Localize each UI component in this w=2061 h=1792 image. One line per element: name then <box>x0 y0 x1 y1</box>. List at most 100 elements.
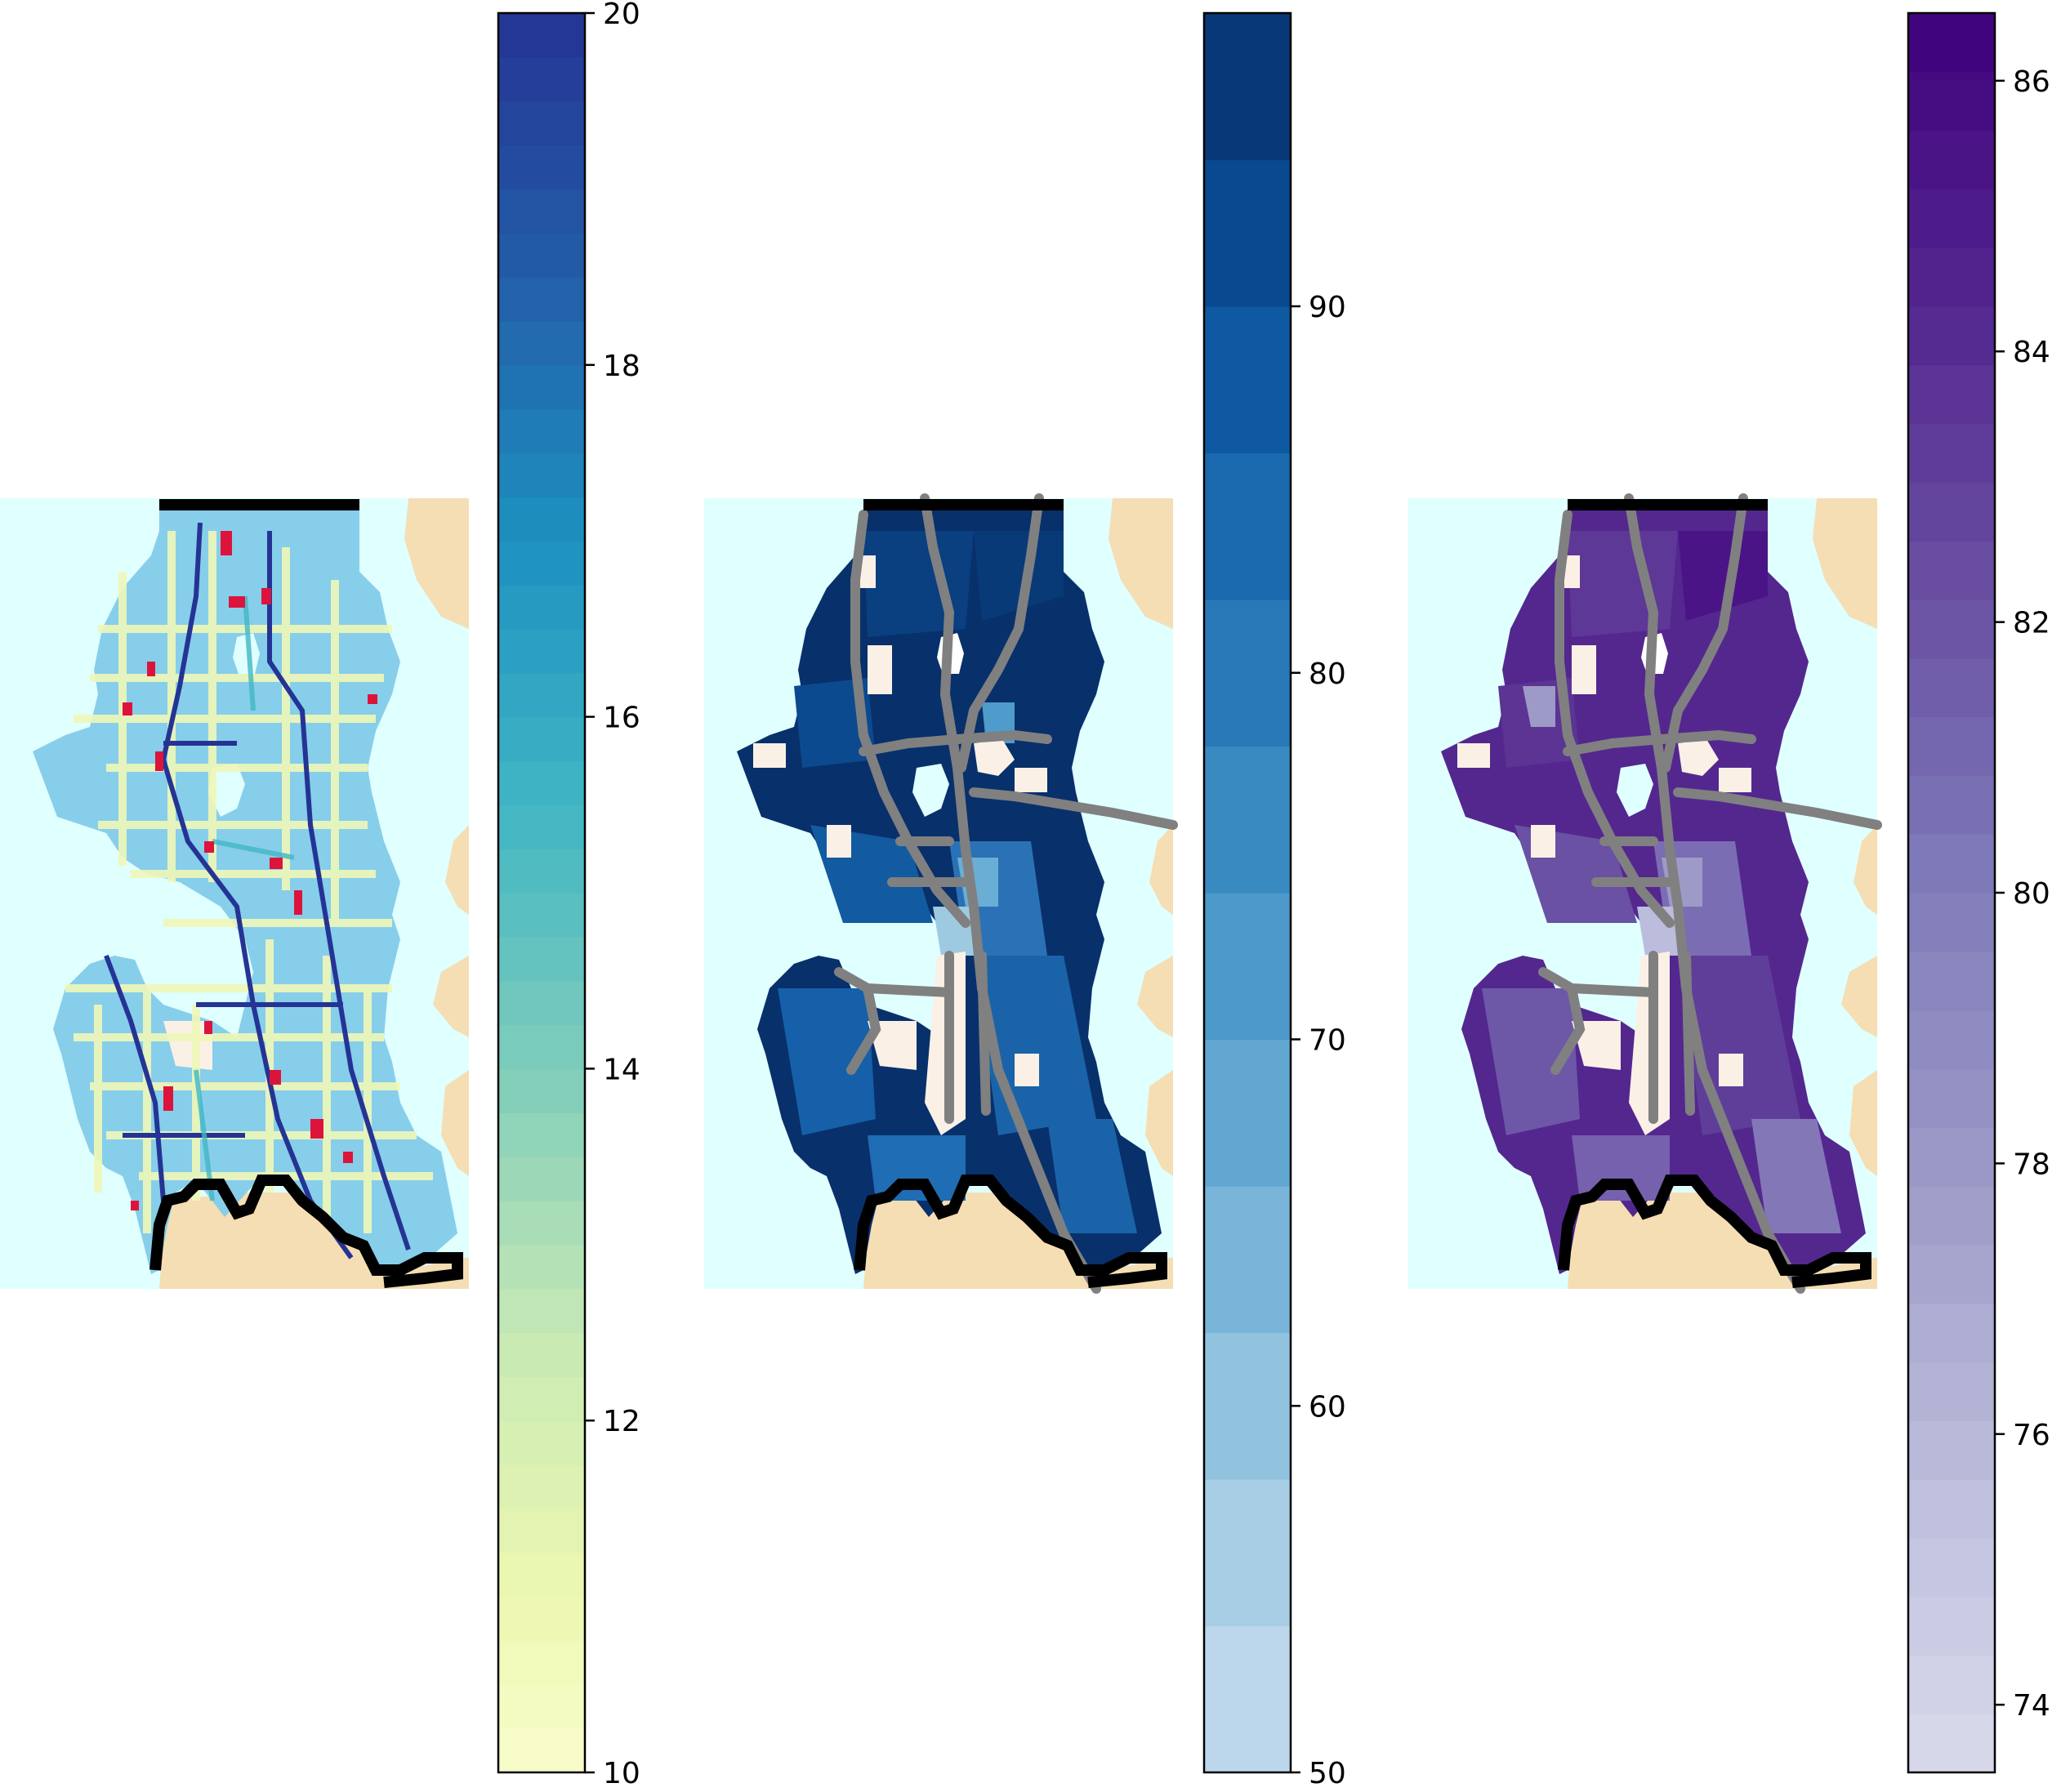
colorbar-segment <box>1908 541 1995 600</box>
colorbar-segment <box>498 189 585 234</box>
colorbar-segment <box>1908 1127 1995 1187</box>
colorbar-segment <box>1908 893 1995 952</box>
colorbar-segment <box>498 716 585 762</box>
colorbar-segment <box>1204 159 1291 307</box>
colorbar-tick-label: 20 <box>603 0 640 31</box>
colorbar-segment <box>498 760 585 805</box>
colorbar-segment <box>1908 1420 1995 1480</box>
colorbar-segment <box>498 1464 585 1509</box>
colorbar-segment <box>1908 834 1995 894</box>
excluded-areas <box>1457 555 1751 1135</box>
colorbar-segment <box>498 1640 585 1685</box>
colorbar-segment <box>498 1068 585 1113</box>
colorbar-segment <box>1908 1714 1995 1773</box>
colorbar-segment <box>1908 1068 1995 1128</box>
colorbar-segment <box>1908 189 1995 248</box>
colorbar-segment <box>1204 452 1291 600</box>
colorbar-segment <box>1204 746 1291 894</box>
colorbar-segment <box>1908 423 1995 483</box>
colorbar-segment <box>498 1288 585 1334</box>
map-middle <box>704 498 1173 1289</box>
colorbar-tick-label: 50 <box>1309 1757 1346 1790</box>
colorbar-segment <box>498 628 585 674</box>
colorbar-segment <box>498 1728 585 1773</box>
colorbar-segment <box>1908 247 1995 307</box>
colorbar-tick-label: 18 <box>603 350 640 383</box>
colorbar-segment <box>1204 600 1291 747</box>
colorbar-segment <box>498 1332 585 1377</box>
colorbar-segment <box>1908 71 1995 132</box>
arterials <box>104 522 411 1259</box>
colorbar-tick-label: 74 <box>2013 1689 2050 1723</box>
colorbar-tick-label: 82 <box>2013 607 2050 640</box>
colorbar-segment <box>498 805 585 849</box>
colorbar-outline <box>497 11 587 1774</box>
colorbar-tick-label: 12 <box>603 1405 640 1438</box>
colorbar-segment <box>1908 1537 1995 1598</box>
colorbar-segment <box>1204 306 1291 454</box>
colorbar-segment <box>498 893 585 938</box>
colorbar-segment <box>1908 306 1995 366</box>
colorbar-tick-label: 90 <box>1309 291 1346 324</box>
colorbar-segment <box>1908 482 1995 542</box>
colorbar-segment <box>1908 951 1995 1011</box>
colorbar-segment <box>498 497 585 542</box>
colorbar-tick-label: 60 <box>1309 1390 1346 1424</box>
colorbar-segment <box>1908 130 1995 189</box>
colorbar-segment <box>1908 658 1995 718</box>
colorbar-segment <box>498 980 585 1026</box>
colorbar-segment <box>498 936 585 982</box>
colorbar-segment <box>1908 1596 1995 1656</box>
colorbar-segment <box>1908 1362 1995 1421</box>
colorbar-segment <box>498 1024 585 1069</box>
colorbar-segment <box>1908 1010 1995 1069</box>
colorbar-segment <box>1908 1303 1995 1362</box>
colorbar-segment <box>1908 716 1995 776</box>
colorbar-segment <box>498 56 585 102</box>
colorbar-tick-label: 78 <box>2013 1148 2050 1181</box>
colorbar-tick-label: 80 <box>2013 877 2050 911</box>
colorbar-segment <box>1908 1244 1995 1304</box>
colorbar-tick-label: 14 <box>603 1053 640 1086</box>
colorbar-segment <box>498 672 585 718</box>
colorbar-segment <box>498 1376 585 1421</box>
colorbar-left: 10 12 14 16 18 20 <box>497 0 640 1790</box>
red-blocks <box>123 531 377 1210</box>
colorbar-segment <box>498 1596 585 1642</box>
colorbar-segment <box>1908 1655 1995 1714</box>
map-right <box>1408 498 1877 1289</box>
colorbar-segment <box>498 1112 585 1157</box>
colorbar-segment <box>498 320 585 366</box>
colorbar-segment <box>1204 1186 1291 1334</box>
map-left <box>0 498 469 1289</box>
colorbar-segment <box>1908 775 1995 835</box>
colorbar-tick-label: 86 <box>2013 65 2050 99</box>
colorbar-segment <box>498 100 585 146</box>
colorbar-segment <box>1908 1186 1995 1246</box>
colorbar-segment <box>1204 1332 1291 1480</box>
colorbar-segment <box>498 233 585 278</box>
colorbar-segment <box>1908 13 1995 73</box>
colorbar-segment <box>498 277 585 322</box>
colorbar-segment <box>1204 13 1291 161</box>
colorbar-segment <box>498 364 585 410</box>
colorbar-segment <box>498 1508 585 1554</box>
colorbar-tick-label: 84 <box>2013 336 2050 369</box>
colorbar-segment <box>498 408 585 454</box>
colorbar-segment <box>498 1684 585 1729</box>
colorbar-segment <box>498 541 585 586</box>
colorbar-right: 74 76 78 80 82 84 86 <box>1907 11 2050 1774</box>
colorbar-tick-label: 76 <box>2013 1419 2050 1452</box>
colorbar-segment <box>498 1552 585 1598</box>
colorbar-tick-label: 10 <box>603 1757 640 1790</box>
colorbar-tick-label: 80 <box>1309 658 1346 691</box>
colorbar-segment <box>498 585 585 630</box>
colorbar-tick-label: 16 <box>603 702 640 735</box>
colorbar-segment <box>1204 1479 1291 1627</box>
colorbar-segment <box>1908 600 1995 659</box>
colorbar-segment <box>498 849 585 894</box>
colorbar-segment <box>498 145 585 189</box>
colorbar-segment <box>498 1420 585 1465</box>
colorbar-segment <box>498 452 585 497</box>
